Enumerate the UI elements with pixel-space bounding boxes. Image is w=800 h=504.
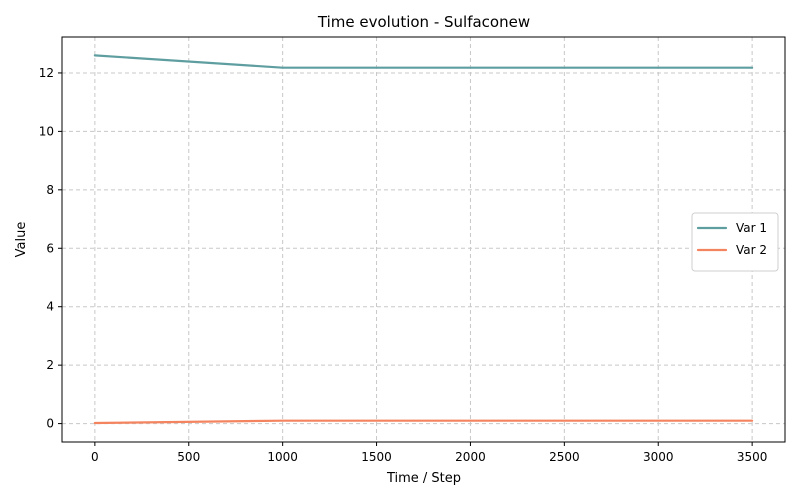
series-line-2 bbox=[93, 419, 754, 425]
y-tick-label: 0 bbox=[46, 417, 54, 431]
series-line-1 bbox=[93, 54, 754, 69]
legend-label-1: Var 1 bbox=[736, 221, 767, 235]
x-tick-label: 2000 bbox=[455, 450, 486, 464]
y-tick-label: 10 bbox=[39, 124, 54, 138]
chart-title: Time evolution - Sulfaconew bbox=[317, 13, 530, 31]
x-tick-label: 500 bbox=[177, 450, 200, 464]
plot-frame bbox=[61, 36, 786, 443]
y-tick-label: 4 bbox=[46, 300, 54, 314]
y-tick-label: 12 bbox=[39, 66, 54, 80]
grid-layer bbox=[62, 37, 785, 442]
y-tick-label: 8 bbox=[46, 183, 54, 197]
x-axis-label: Time / Step bbox=[386, 471, 461, 486]
x-tick-label: 3500 bbox=[737, 450, 768, 464]
x-tick-label: 1500 bbox=[361, 450, 392, 464]
x-tick-label: 1000 bbox=[267, 450, 298, 464]
series-layer bbox=[93, 54, 754, 425]
y-tick-label: 6 bbox=[46, 241, 54, 255]
legend-label-2: Var 2 bbox=[736, 243, 767, 257]
tick-layer: 0 500 1000 1500 2000 2500 3000 3500 0 2 4 6 8 10 12 bbox=[39, 66, 768, 464]
y-axis-label: Value bbox=[14, 222, 29, 258]
legend: Var 1 Var 2 bbox=[691, 212, 779, 272]
y-tick-label: 2 bbox=[46, 358, 54, 372]
x-tick-label: 3000 bbox=[643, 450, 674, 464]
x-tick-label: 2500 bbox=[549, 450, 580, 464]
x-tick-label: 0 bbox=[91, 450, 99, 464]
